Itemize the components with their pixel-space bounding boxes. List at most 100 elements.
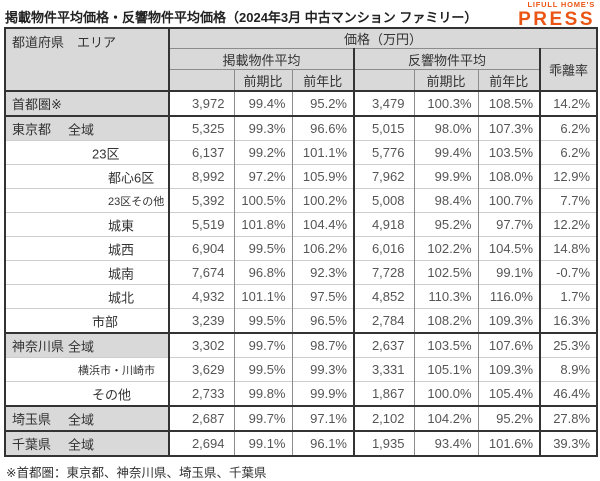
value-cell: 12.9% xyxy=(538,164,598,189)
value-cell: 107.6% xyxy=(477,332,540,358)
listed-year-ratio-header: 前年比 xyxy=(291,69,354,92)
area-label-cell: 城西 xyxy=(5,236,169,261)
value-cell: 5,325 xyxy=(168,115,234,141)
value-cell: 99.9% xyxy=(291,381,354,406)
page-title: 掲載物件平均価格・反響物件平均価格（2024年3月 中古マンション ファミリー） xyxy=(5,10,478,25)
value-cell: 101.6% xyxy=(477,430,540,456)
value-cell: 2,637 xyxy=(353,332,414,358)
header-row-3: 前期比 前年比 前期比 前年比 xyxy=(5,69,597,92)
area-name-label: 23区その他 xyxy=(108,195,165,208)
table-row: 東京都 全域 5,325 99.3% 96.6% 5,015 98.0% 107.3% 6.2% xyxy=(5,115,598,141)
price-unit-header: 価格（万円） xyxy=(167,28,598,49)
prefecture-label: 東京都 xyxy=(12,122,52,137)
area-name-label: 城南 xyxy=(108,266,135,281)
empty-subheader xyxy=(353,69,414,92)
table-header: 都道府県 エリア 価格（万円） 掲載物件平均 反響物件平均 乖離率 前期比 前年… xyxy=(5,28,598,92)
value-cell: 4,852 xyxy=(353,284,414,309)
value-cell: 2,694 xyxy=(168,430,234,456)
value-cell: 105.9% xyxy=(291,164,354,189)
value-cell: 7,674 xyxy=(168,260,234,285)
lifull-homes-press-logo: LIFULL HOME'S PRESS xyxy=(518,1,595,29)
value-cell: 93.4% xyxy=(413,430,478,456)
value-cell: 39.3% xyxy=(538,430,598,456)
area-name-label: 全域 xyxy=(68,339,95,354)
value-cell: 104.5% xyxy=(477,236,540,261)
area-label-cell: 神奈川県 全域 xyxy=(5,332,169,358)
prefecture-label: 首都圏※ xyxy=(12,97,62,112)
value-cell: 102.5% xyxy=(413,260,478,285)
header-row-2: 掲載物件平均 反響物件平均 乖離率 xyxy=(5,48,598,92)
inquiry-average-group-header: 反響物件平均 xyxy=(353,48,540,70)
value-cell: 96.6% xyxy=(291,115,354,141)
value-cell: 5,776 xyxy=(353,140,414,165)
value-cell: 27.8% xyxy=(538,405,598,431)
area-label-cell: 千葉県 全域 xyxy=(5,430,169,456)
table-row: 埼玉県 全域 2,687 99.7% 97.1% 2,102 104.2% 95.2% 27.8… xyxy=(5,405,598,431)
value-cell: 3,302 xyxy=(168,332,234,358)
table-row: 城北 4,932 101.1% 97.5% 4,852 110.3% 116.0% 1.7% xyxy=(5,284,598,309)
empty-subheader xyxy=(168,69,234,92)
table-row: 城西 6,904 99.5% 106.2% 6,016 102.2% 104.5% 14.8% xyxy=(5,236,598,261)
value-cell: 104.4% xyxy=(291,212,354,237)
value-cell: 5,008 xyxy=(353,188,414,213)
value-cell: 6,904 xyxy=(168,236,234,261)
value-cell: 104.2% xyxy=(413,405,478,431)
value-cell: 3,629 xyxy=(168,357,234,382)
value-cell: 8,992 xyxy=(168,164,234,189)
table-row: 横浜市・川崎市 3,629 99.5% 99.3% 3,331 105.1% 109.3% 8… xyxy=(5,357,598,382)
area-label-cell: 23区その他 xyxy=(5,188,169,213)
area-name-label: その他 xyxy=(92,387,132,402)
corner-header: 都道府県 エリア xyxy=(5,28,169,92)
value-cell: 98.0% xyxy=(413,115,478,141)
value-cell: 108.0% xyxy=(477,164,540,189)
area-label-cell: 都心6区 xyxy=(5,164,169,189)
area-label-cell: 首都圏※ xyxy=(5,90,169,116)
value-cell: 12.2% xyxy=(538,212,598,237)
value-cell: 99.5% xyxy=(233,308,292,333)
listed-average-group-header: 掲載物件平均 xyxy=(168,48,354,70)
value-cell: 100.2% xyxy=(291,188,354,213)
header-row-1: 都道府県 エリア 価格（万円） xyxy=(5,28,598,92)
value-cell: 3,239 xyxy=(168,308,234,333)
value-cell: 2,102 xyxy=(353,405,414,431)
value-cell: 99.1% xyxy=(477,260,540,285)
inquiry-period-ratio-header: 前期比 xyxy=(413,69,478,92)
area-label-cell: 市部 xyxy=(5,308,169,333)
prefecture-label: 神奈川県 xyxy=(12,339,65,354)
deviation-rate-header: 乖離率 xyxy=(538,48,598,92)
value-cell: 2,733 xyxy=(168,381,234,406)
value-cell: 101.1% xyxy=(291,140,354,165)
area-name-label: 城西 xyxy=(108,242,135,257)
value-cell: 95.2% xyxy=(477,405,540,431)
value-cell: 99.3% xyxy=(233,115,292,141)
table-row: 城南 7,674 96.8% 92.3% 7,728 102.5% 99.1% -0.7% xyxy=(5,260,598,285)
value-cell: 108.5% xyxy=(477,90,540,116)
value-cell: 2,687 xyxy=(168,405,234,431)
table-row: 千葉県 全域 2,694 99.1% 96.1% 1,935 93.4% 101.6% 39.3… xyxy=(5,430,598,456)
area-name-label: 横浜市・川崎市 xyxy=(78,364,155,377)
value-cell: 99.3% xyxy=(291,357,354,382)
value-cell: 7.7% xyxy=(538,188,598,213)
area-label-cell: 23区 xyxy=(5,140,169,165)
value-cell: 101.1% xyxy=(233,284,292,309)
value-cell: 109.3% xyxy=(477,308,540,333)
table-row: 市部 3,239 99.5% 96.5% 2,784 108.2% 109.3% 16.3% xyxy=(5,308,598,333)
table-body: 首都圏※ 3,972 99.4% 95.2% 3,479 100.3% 108.5% 14.2… xyxy=(5,90,598,456)
value-cell: 99.5% xyxy=(233,236,292,261)
table-row: 神奈川県 全域 3,302 99.7% 98.7% 2,637 103.5% 107.6% 25… xyxy=(5,332,598,358)
logo-text-bottom: PRESS xyxy=(518,8,595,30)
value-cell: 99.4% xyxy=(233,90,292,116)
value-cell: 99.7% xyxy=(233,405,292,431)
value-cell: 5,015 xyxy=(353,115,414,141)
value-cell: 3,479 xyxy=(353,90,414,116)
value-cell: 99.2% xyxy=(233,140,292,165)
value-cell: 100.0% xyxy=(413,381,478,406)
value-cell: 3,331 xyxy=(353,357,414,382)
value-cell: 6,016 xyxy=(353,236,414,261)
prefecture-label: 埼玉県 xyxy=(12,412,52,427)
area-name-label: 城東 xyxy=(108,218,135,233)
value-cell: 99.8% xyxy=(233,381,292,406)
value-cell: 5,392 xyxy=(168,188,234,213)
value-cell: 6,137 xyxy=(168,140,234,165)
value-cell: 7,728 xyxy=(353,260,414,285)
